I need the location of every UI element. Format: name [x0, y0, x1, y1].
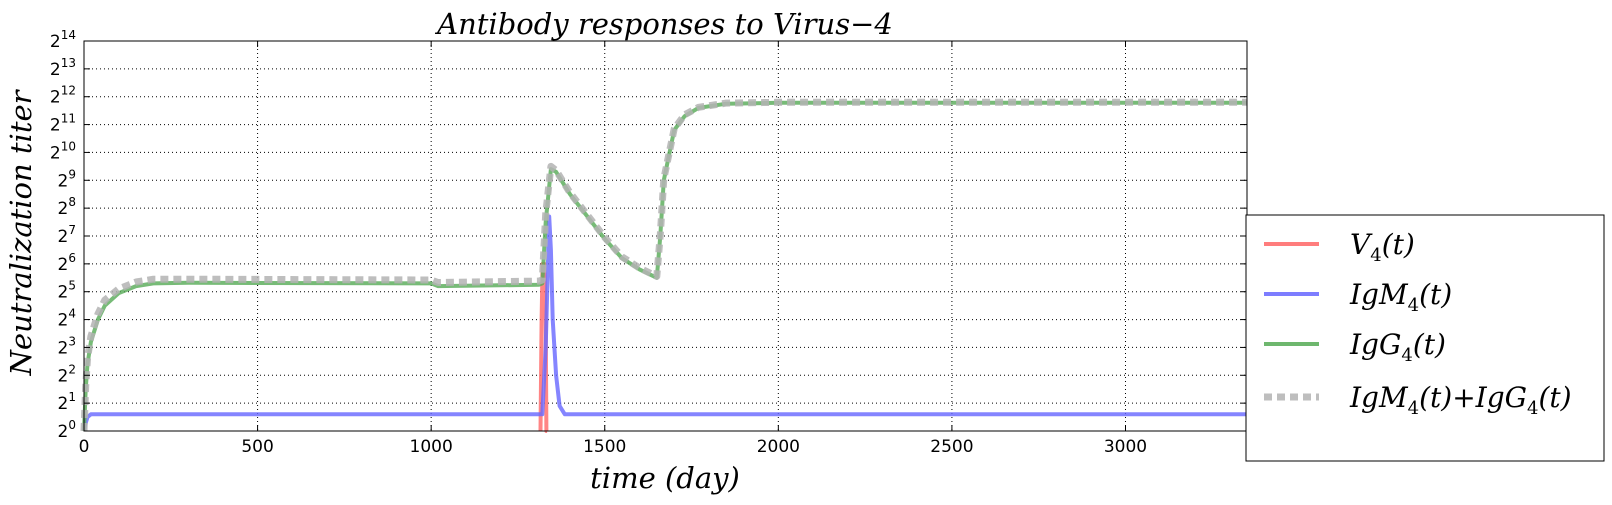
x-tick-label: 3000 [1104, 437, 1147, 457]
x-tick-label: 1000 [410, 437, 453, 457]
x-tick-label: 0 [79, 437, 90, 457]
x-tick-label: 1500 [583, 437, 626, 457]
y-tick-label: 22 [58, 362, 76, 386]
y-tick-label: 214 [50, 28, 76, 52]
y-tick-label: 24 [58, 307, 76, 331]
y-tick-label: 26 [58, 251, 76, 275]
y-tick-label: 210 [50, 139, 76, 163]
series-line-4 [80, 98, 1247, 432]
y-tick-label: 23 [58, 334, 76, 358]
y-axis-ticks: 20 21 22 23 24 25 26 27 28 29 210 211 212 213 214 [50, 28, 1247, 442]
y-tick-label: 29 [58, 167, 76, 191]
legend-label: IgM4(t) [1349, 278, 1452, 316]
y-tick-label: 27 [58, 223, 76, 247]
x-axis-label: time (day) [590, 461, 740, 495]
y-tick-label: 211 [50, 112, 76, 136]
legend-label: IgM4(t)+IgG4(t) [1349, 381, 1572, 419]
series-line-2 [82, 214, 1247, 432]
x-tick-label: 500 [241, 437, 273, 457]
y-tick-label: 213 [50, 56, 76, 80]
y-tick-label: 28 [58, 195, 76, 219]
series-lines [80, 98, 1247, 433]
x-tick-label: 2500 [930, 437, 973, 457]
y-axis-label: Neutralization titer [4, 88, 38, 376]
y-tick-label: 21 [58, 390, 76, 414]
x-tick-label: 2000 [757, 437, 800, 457]
grid [83, 40, 1247, 432]
x-axis-ticks: 0 500 1000 1500 2000 2500 3000 [79, 41, 1147, 457]
legend-box [1245, 214, 1605, 462]
y-tick-label: 20 [58, 418, 76, 442]
legend-label: IgG4(t) [1349, 328, 1446, 366]
chart-title: Antibody responses to Virus−4 [434, 7, 893, 41]
y-tick-label: 212 [50, 84, 76, 108]
legend: V4(t) IgM4(t) IgG4(t) IgM4(t)+IgG4(t) [1245, 214, 1605, 462]
y-tick-label: 25 [58, 279, 76, 303]
legend-label: V4(t) [1350, 228, 1415, 266]
